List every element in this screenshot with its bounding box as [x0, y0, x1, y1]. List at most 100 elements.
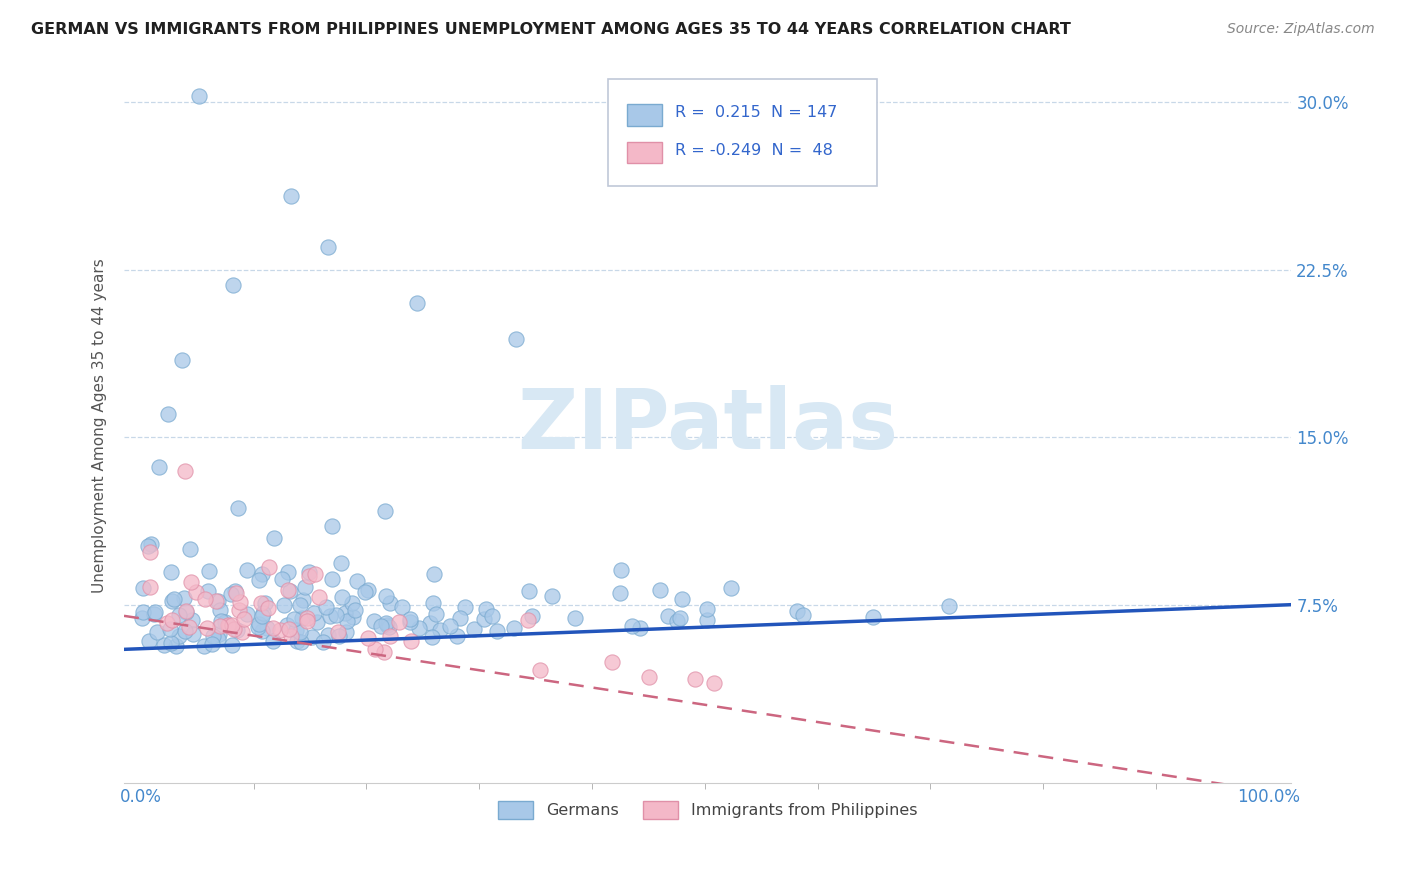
Point — [391, 600, 413, 615]
Point — [318, 240, 340, 254]
Point — [278, 583, 301, 598]
Point — [163, 591, 186, 606]
Point — [301, 630, 323, 644]
Text: ZIPatlas: ZIPatlas — [517, 385, 898, 467]
Point — [610, 563, 633, 577]
Point — [187, 88, 209, 103]
Point — [344, 602, 367, 616]
Point — [454, 599, 477, 614]
Point — [481, 608, 503, 623]
Point — [290, 625, 312, 640]
Point — [136, 539, 159, 553]
Point — [429, 623, 451, 637]
Point — [505, 332, 527, 346]
Point — [156, 615, 179, 630]
Point — [257, 560, 280, 574]
Point — [637, 670, 659, 684]
Point — [336, 614, 359, 628]
Point — [201, 637, 224, 651]
Point — [406, 296, 429, 310]
Point — [363, 615, 385, 629]
Point — [374, 504, 396, 518]
Point — [221, 618, 243, 632]
Point — [696, 613, 718, 627]
Point — [226, 500, 249, 515]
Point — [862, 609, 884, 624]
Point — [271, 573, 294, 587]
Point — [304, 566, 326, 581]
Point — [214, 615, 236, 629]
Point — [280, 188, 302, 202]
Point — [263, 532, 285, 546]
Point — [207, 632, 229, 646]
Point — [294, 581, 316, 595]
Point — [419, 615, 441, 630]
Point — [160, 565, 183, 579]
Point — [375, 618, 398, 632]
Point — [228, 595, 250, 609]
Point — [375, 615, 398, 630]
Point — [307, 615, 329, 629]
Point — [600, 655, 623, 669]
Point — [671, 592, 693, 607]
Point — [288, 598, 311, 612]
Point — [174, 603, 197, 617]
Point — [377, 620, 399, 634]
Point — [295, 611, 318, 625]
Point — [228, 603, 250, 617]
Point — [132, 582, 155, 596]
Point — [446, 629, 468, 643]
Point — [720, 582, 742, 596]
Point — [342, 610, 364, 624]
Y-axis label: Unemployment Among Ages 35 to 44 years: Unemployment Among Ages 35 to 44 years — [93, 259, 107, 593]
Point — [273, 598, 295, 612]
Point — [167, 608, 190, 623]
Point — [474, 601, 496, 615]
Point — [204, 594, 226, 608]
Point — [221, 638, 243, 652]
Point — [247, 574, 270, 588]
Point — [319, 609, 342, 624]
Point — [628, 621, 651, 635]
Point — [224, 583, 246, 598]
Point — [218, 619, 240, 633]
Point — [173, 624, 195, 638]
Point — [295, 614, 318, 628]
Point — [423, 566, 446, 581]
Point — [172, 353, 194, 368]
Point — [195, 621, 218, 635]
Point — [167, 629, 190, 643]
Point — [321, 572, 343, 586]
Point — [669, 611, 692, 625]
Point — [138, 633, 160, 648]
FancyBboxPatch shape — [609, 79, 877, 186]
Point — [938, 599, 960, 613]
Point — [529, 663, 551, 677]
Point — [333, 606, 356, 620]
Point — [291, 610, 314, 624]
Point — [180, 574, 202, 589]
Point — [370, 618, 392, 632]
Point — [209, 603, 232, 617]
Text: R = -0.249  N =  48: R = -0.249 N = 48 — [675, 144, 832, 158]
Point — [472, 612, 495, 626]
Point — [517, 584, 540, 599]
Point — [148, 460, 170, 475]
Legend: Germans, Immigrants from Philippines: Germans, Immigrants from Philippines — [492, 794, 924, 825]
Point — [485, 624, 508, 638]
Point — [233, 612, 256, 626]
Point — [308, 590, 330, 604]
Point — [298, 569, 321, 583]
Point — [231, 625, 253, 640]
Point — [131, 611, 153, 625]
Point — [173, 591, 195, 606]
Point — [235, 607, 257, 621]
Point — [621, 619, 644, 633]
Point — [564, 611, 586, 625]
Point — [408, 621, 430, 635]
Point — [302, 606, 325, 620]
Point — [346, 574, 368, 589]
Point — [156, 408, 179, 422]
Point — [380, 629, 402, 643]
Point — [132, 606, 155, 620]
